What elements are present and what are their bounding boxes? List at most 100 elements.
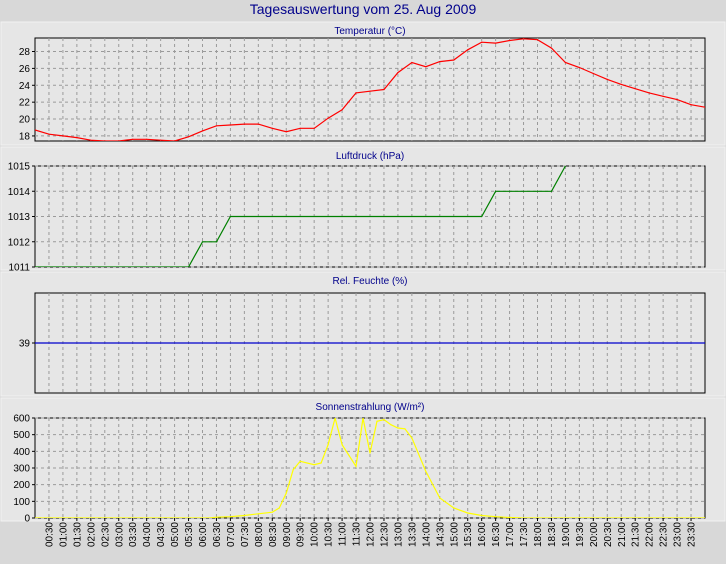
data-point [383, 419, 385, 421]
data-point [564, 166, 566, 167]
y-tick-label: 100 [13, 497, 30, 508]
y-tick-label: 22 [19, 98, 31, 109]
data-point [662, 95, 664, 97]
data-point [453, 59, 455, 61]
x-tick-label: 07:00 [226, 522, 237, 547]
data-point [271, 511, 273, 513]
data-point [215, 516, 218, 518]
x-tick-label: 05:00 [170, 522, 181, 547]
y-tick-label: 20 [19, 115, 31, 126]
x-tick-label: 08:00 [254, 522, 265, 547]
data-point [320, 462, 322, 464]
y-tick-label: 1012 [8, 237, 31, 248]
x-tick-label: 17:00 [505, 522, 516, 547]
x-tick-label: 20:00 [589, 522, 600, 547]
data-point [243, 514, 245, 517]
x-tick-label: 11:00 [338, 522, 349, 547]
data-point [704, 106, 705, 108]
x-tick-label: 18:00 [533, 522, 544, 547]
data-point [676, 99, 678, 101]
data-point [592, 72, 594, 75]
data-point [229, 516, 231, 518]
data-point [243, 215, 245, 218]
x-tick-label: 02:00 [86, 522, 97, 547]
x-tick-label: 06:00 [198, 522, 209, 547]
x-tick-label: 06:30 [212, 522, 223, 547]
data-point [257, 513, 259, 515]
data-point [376, 420, 378, 422]
data-point [411, 61, 413, 64]
data-point [35, 517, 36, 518]
data-point [690, 104, 692, 106]
x-tick-label: 03:30 [128, 522, 139, 547]
data-point [481, 41, 483, 43]
data-point [550, 47, 553, 49]
data-point [278, 507, 280, 509]
panel-title: Luftdruck (hPa) [336, 151, 404, 162]
x-tick-label: 04:30 [156, 522, 167, 547]
plot-area [34, 37, 706, 142]
x-tick-label: 01:30 [72, 522, 83, 547]
x-tick-label: 13:00 [393, 522, 404, 547]
series-line [35, 418, 705, 518]
x-tick-label: 03:00 [114, 522, 125, 547]
y-tick-label: 400 [13, 447, 30, 458]
x-tick-label: 00:30 [44, 522, 55, 547]
y-tick-label: 1013 [8, 212, 31, 223]
data-point [257, 123, 259, 125]
data-point [229, 124, 231, 126]
data-point [495, 516, 497, 518]
data-point [509, 516, 511, 518]
x-tick-label: 19:00 [561, 522, 572, 547]
x-tick-label: 16:00 [477, 522, 488, 547]
x-tick-label: 21:00 [617, 522, 628, 547]
data-point [243, 123, 245, 125]
data-point [355, 465, 357, 467]
data-point [536, 39, 539, 41]
x-tick-label: 02:30 [100, 522, 111, 547]
data-point [397, 72, 399, 74]
data-point [704, 342, 705, 344]
data-point [215, 241, 218, 243]
data-point [369, 90, 371, 92]
data-point [425, 470, 427, 472]
panel-2: Luftdruck (hPa) 1011 1012 1013 1014 1015 [8, 151, 706, 274]
data-point [327, 444, 329, 446]
data-point [509, 39, 511, 42]
data-point [35, 129, 36, 131]
data-point [299, 460, 301, 462]
series-line [35, 166, 566, 267]
x-tick-label: 14:00 [421, 522, 432, 547]
x-tick-label: 12:00 [366, 522, 377, 547]
data-point [355, 92, 357, 94]
x-tick-label: 01:00 [58, 522, 69, 547]
data-point [453, 507, 455, 509]
data-point [187, 136, 190, 138]
data-point [313, 464, 315, 466]
data-point [411, 437, 413, 439]
data-point [90, 139, 92, 141]
x-tick-label: 07:30 [240, 522, 251, 547]
y-tick-label: 39 [19, 339, 31, 350]
data-point [201, 241, 204, 243]
data-point [201, 130, 204, 132]
data-point [76, 137, 78, 139]
panel-title: Temperatur (°C) [334, 26, 405, 37]
data-point [397, 427, 399, 429]
data-point [390, 424, 392, 426]
data-point [467, 49, 469, 51]
x-tick-label: 21:30 [631, 522, 642, 547]
data-point [118, 140, 120, 141]
panel-3: Rel. Feuchte (%) 39 [19, 276, 706, 394]
data-point [174, 140, 176, 141]
data-point [292, 469, 294, 471]
x-tick-label: 14:30 [435, 522, 446, 547]
y-tick-label: 18 [19, 131, 31, 142]
data-point [215, 125, 218, 127]
data-point [146, 138, 148, 140]
data-point [313, 127, 315, 129]
data-point [467, 512, 469, 514]
x-tick-label: 05:30 [184, 522, 195, 547]
